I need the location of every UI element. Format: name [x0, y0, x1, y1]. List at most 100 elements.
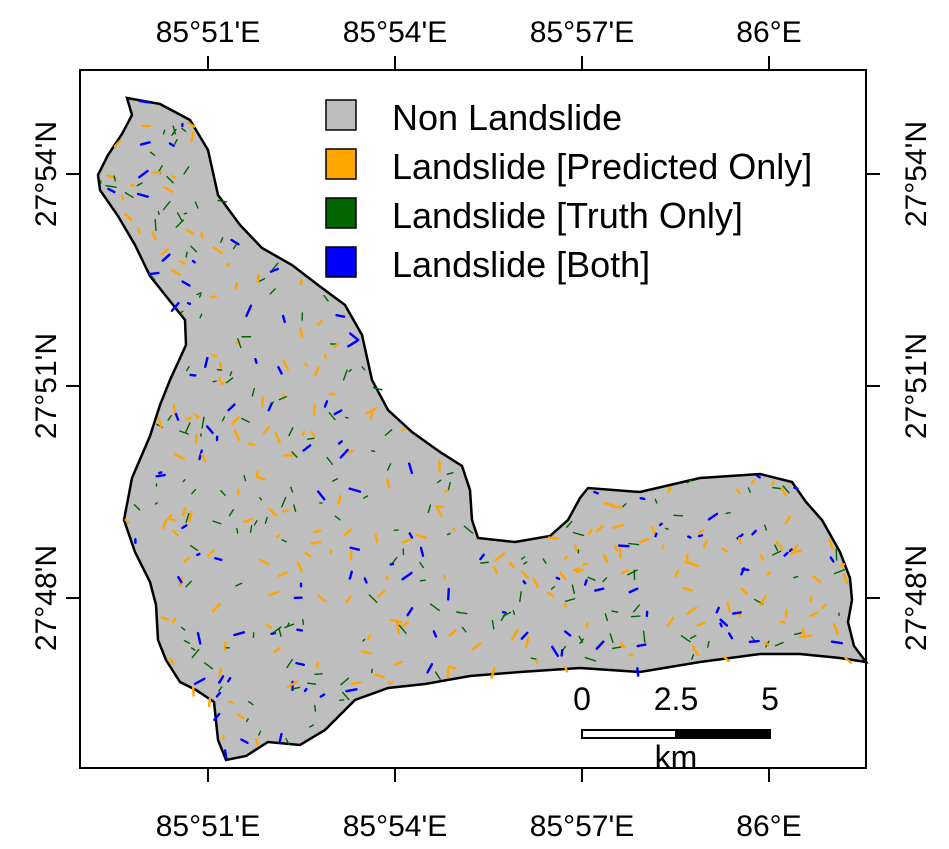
landslide-pixel — [349, 332, 360, 342]
landslide-pixel — [385, 478, 391, 489]
landslide-pixel — [630, 615, 641, 618]
lon-label-bottom-2: 85°54'E — [343, 810, 447, 843]
landslide-pixel — [198, 449, 203, 461]
landslide-pixel — [448, 629, 457, 637]
landslide-pixel — [205, 425, 214, 435]
landslide-pixel — [508, 561, 515, 569]
landslide-pixel — [175, 219, 185, 228]
landslide-pixel — [247, 442, 256, 446]
landslide-pixel — [401, 571, 413, 581]
landslide-pixel — [519, 591, 522, 603]
landslide-pixel — [310, 431, 316, 438]
landslide-pixel — [639, 537, 650, 544]
landslide-pixel — [258, 497, 263, 501]
landslide-pixel — [559, 571, 567, 580]
landslide-pixel — [680, 635, 691, 643]
landslide-pixel — [437, 479, 442, 484]
landslide-pixel — [618, 546, 622, 559]
landslide-pixel — [258, 730, 262, 736]
landslide-pixel — [236, 527, 239, 534]
landslide-pixel — [604, 613, 609, 622]
landslide-pixel — [286, 680, 299, 689]
landslide-pixel — [686, 606, 698, 615]
landslide-pixel — [200, 232, 204, 239]
lat-label-right-1: 27°54'N — [900, 121, 933, 227]
landslide-pixel — [267, 402, 273, 412]
landslide-pixel — [190, 647, 196, 651]
landslide-pixel — [610, 505, 623, 509]
landslide-pixel — [398, 624, 407, 634]
lon-label-top-4: 86°E — [736, 16, 801, 49]
landslide-pixel — [771, 480, 775, 486]
landslide-pixel — [201, 416, 205, 429]
landslide-pixel — [183, 556, 191, 563]
landslide-pixel — [546, 591, 555, 597]
scale-bar-black-segment — [675, 729, 771, 739]
landslide-pixel — [275, 534, 281, 539]
landslide-pixel — [333, 409, 343, 416]
landslide-pixel — [281, 496, 287, 508]
landslide-pixel — [254, 357, 258, 365]
landslide-pixel — [171, 174, 176, 179]
landslide-pixel — [574, 544, 578, 552]
landslide-pixel — [105, 185, 117, 188]
landslide-pixel — [332, 478, 339, 482]
landslide-pixel — [186, 301, 192, 306]
landslide-pixel — [303, 687, 308, 693]
landslide-pixel — [225, 377, 234, 384]
landslide-pixel — [274, 432, 281, 444]
landslide-pixel — [479, 553, 485, 561]
scale-unit: km — [655, 739, 698, 775]
landslide-pixel — [830, 640, 844, 645]
landslide-pixel — [772, 486, 783, 490]
landslide-pixel — [215, 691, 222, 698]
legend-item-predicted-only: Landslide [Predicted Only] — [325, 146, 812, 187]
landslide-pixel — [563, 665, 569, 673]
landslide-pixel — [555, 576, 561, 581]
landslide-pixel — [227, 403, 236, 412]
landslide-pixel — [265, 623, 273, 629]
landslide-pixel — [446, 471, 454, 475]
landslide-pixel — [196, 631, 202, 645]
landslide-pixel — [686, 479, 693, 484]
landslide-pixel — [611, 610, 619, 613]
landslide-pixel — [304, 362, 309, 367]
landslide-pixel — [715, 606, 720, 614]
landslide-pixel — [447, 587, 450, 601]
longitude-ticks-top: 85°51'E 85°54'E 85°57'E 86°E — [156, 16, 802, 70]
landslide-pixel — [219, 237, 224, 244]
landslide-pixel — [174, 138, 178, 145]
landslide-pixel — [394, 660, 403, 666]
landslide-pixel — [595, 524, 604, 533]
landslide-pixel — [204, 356, 209, 368]
landslide-pixel — [587, 576, 596, 581]
landslide-pixel — [113, 175, 117, 182]
landslide-pixel — [306, 682, 317, 685]
landslide-pixel — [183, 212, 188, 215]
landslide-pixel — [139, 141, 151, 146]
landslide-pixel — [446, 532, 451, 536]
landslide-pixel — [582, 562, 588, 567]
landslide-pixel — [207, 697, 212, 708]
landslide-pixel — [183, 166, 190, 175]
landslide-pixel — [173, 452, 185, 461]
landslide-pixel — [291, 451, 298, 458]
landslide-pixel — [347, 449, 354, 454]
landslide-pixel — [766, 571, 771, 576]
landslide-pixel — [360, 650, 373, 655]
landslide-pixel — [194, 201, 199, 209]
scale-bar-white-segment — [581, 729, 677, 739]
landslide-pixel — [525, 635, 530, 649]
landslide-pixel — [429, 603, 440, 612]
landslide-pixel — [603, 502, 616, 507]
landslide-pixel — [689, 634, 697, 640]
landslide-pixel — [285, 738, 290, 745]
landslide-pixel — [191, 648, 200, 659]
landslide-pixel — [189, 130, 195, 143]
landslide-pixel — [780, 486, 787, 497]
landslide-pixel — [698, 529, 705, 535]
landslide-pixel — [314, 673, 323, 676]
landslide-pixel — [293, 504, 297, 513]
landslide-pixel — [829, 556, 835, 563]
